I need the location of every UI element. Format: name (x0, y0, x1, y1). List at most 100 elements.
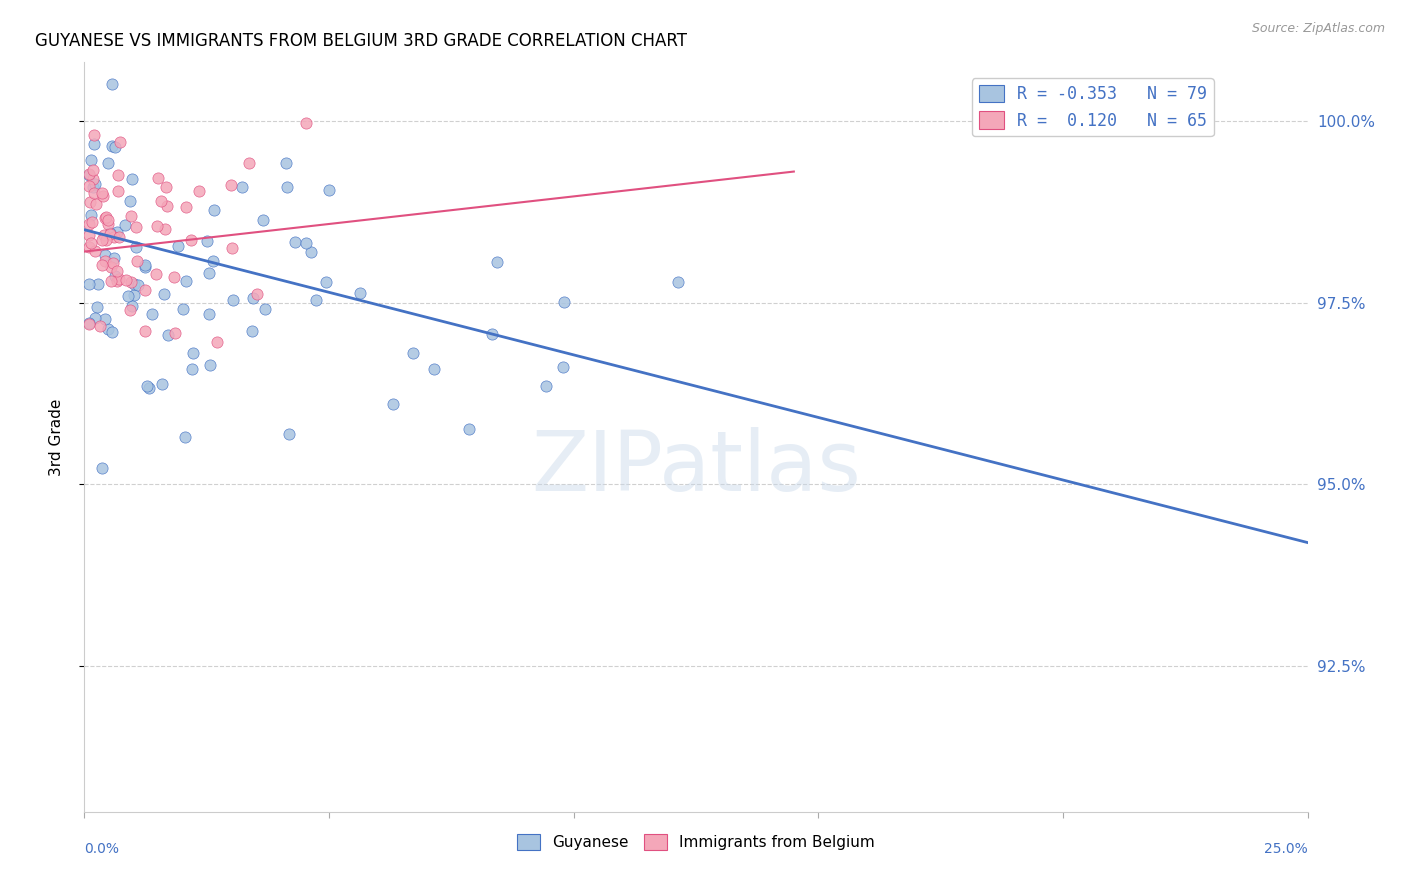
Point (534, 379, 557, 393)
Point (120, 209, 142, 223)
Point (231, 180, 253, 194)
Point (96, 210, 118, 224)
Point (93, 211, 115, 225)
Point (105, 264, 128, 278)
Point (86, 301, 108, 315)
Point (134, 324, 156, 338)
Point (181, 346, 204, 360)
Point (77, 167, 100, 181)
Point (101, 77, 124, 91)
Point (485, 254, 508, 268)
Point (242, 324, 264, 338)
Point (91, 186, 114, 200)
Point (93, 228, 115, 243)
Point (305, 293, 328, 308)
Point (276, 156, 298, 170)
Point (135, 379, 157, 393)
Point (200, 358, 222, 372)
Point (80, 208, 103, 222)
Point (83, 128, 105, 142)
Point (318, 183, 340, 197)
Point (187, 184, 209, 198)
Point (82, 179, 104, 194)
Point (94, 253, 117, 268)
Point (83, 186, 105, 200)
Point (100, 274, 122, 288)
Point (84, 196, 107, 211)
Point (553, 295, 575, 310)
Point (91, 188, 114, 202)
Point (381, 397, 404, 411)
Point (77, 240, 100, 254)
Point (122, 288, 145, 302)
Point (90, 233, 112, 247)
Point (94, 248, 117, 262)
Point (121, 172, 143, 186)
Point (153, 286, 176, 301)
Point (120, 275, 142, 289)
Point (98, 227, 121, 242)
Point (77, 316, 100, 330)
Point (101, 139, 124, 153)
Point (125, 254, 148, 268)
Point (90, 258, 112, 272)
Point (108, 230, 131, 244)
Point (104, 140, 127, 154)
Point (284, 235, 307, 250)
Point (174, 430, 197, 444)
Point (83, 177, 105, 191)
Point (91, 461, 114, 475)
Point (163, 269, 186, 284)
Point (402, 346, 425, 360)
Point (205, 334, 228, 349)
Point (242, 291, 264, 305)
Point (201, 254, 224, 268)
Point (121, 299, 143, 313)
Point (295, 235, 318, 250)
Text: 0.0%: 0.0% (84, 842, 120, 855)
Point (79, 195, 101, 210)
Point (77, 277, 100, 292)
Point (82, 215, 104, 229)
Point (77, 217, 100, 231)
Point (80, 153, 103, 168)
Point (118, 194, 141, 208)
Point (141, 307, 163, 321)
Point (349, 286, 371, 301)
Point (150, 376, 173, 391)
Point (150, 194, 173, 208)
Point (277, 427, 299, 442)
Point (219, 178, 242, 192)
Point (165, 326, 187, 341)
Point (114, 273, 136, 287)
Point (114, 218, 136, 232)
Point (94, 234, 117, 248)
Point (127, 278, 149, 293)
Point (101, 256, 124, 270)
Point (84, 311, 107, 326)
Point (167, 239, 190, 253)
Point (134, 284, 156, 298)
Point (252, 213, 274, 227)
Point (103, 230, 125, 244)
Point (195, 234, 218, 248)
Point (124, 239, 146, 253)
Point (105, 274, 128, 288)
Point (481, 327, 503, 342)
Point (84, 244, 107, 258)
Point (146, 171, 169, 186)
Point (315, 275, 337, 289)
Point (98, 226, 121, 240)
Point (107, 168, 129, 182)
Point (117, 288, 139, 302)
Point (101, 325, 124, 339)
Point (198, 266, 221, 280)
Point (172, 302, 194, 317)
Point (174, 274, 197, 288)
Point (125, 220, 148, 235)
Point (146, 219, 169, 233)
Point (222, 293, 245, 308)
Point (221, 241, 243, 255)
Point (77, 178, 100, 193)
Point (96, 217, 118, 231)
